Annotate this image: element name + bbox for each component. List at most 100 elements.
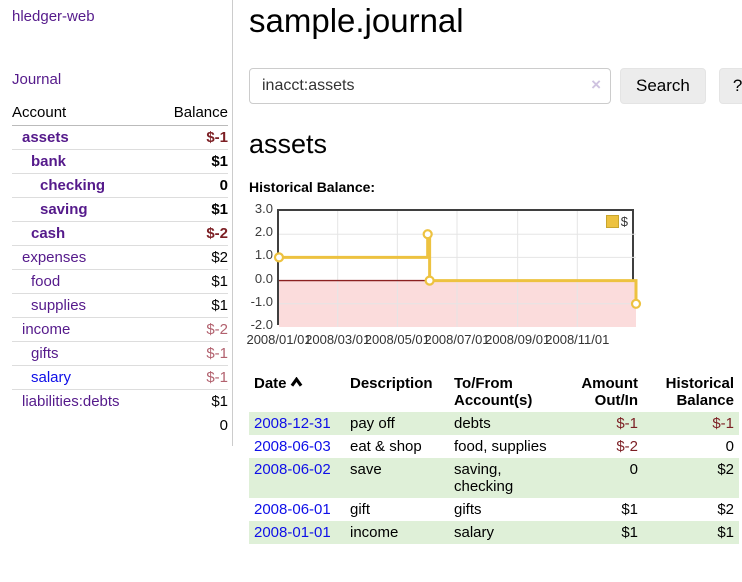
transaction-accounts: saving, checking	[454, 461, 514, 495]
sidebar: hledger-web Journal Account Balance asse…	[0, 0, 233, 446]
accounts-body: assets $-1 bank $1 checking 0 saving $1 cash $-2 e…	[12, 126, 228, 413]
account-balance: $1	[155, 197, 228, 222]
sidebar-item-journal[interactable]: Journal	[12, 71, 62, 88]
search-form: × Search ?	[249, 68, 742, 104]
transaction-accounts: gifts	[454, 501, 482, 518]
account-balance: $1	[155, 293, 228, 318]
x-axis-tick-label: 2008/05/01	[364, 332, 430, 347]
table-row: 2008-01-01 income salary $1 $1	[249, 521, 739, 544]
account-link[interactable]: salary	[31, 369, 72, 386]
column-header-amount: Amount Out/In	[581, 375, 638, 409]
accounts-table: Account Balance assets $-1 bank $1 checking 0…	[12, 101, 228, 438]
x-axis-tick-label: 2008/09/01	[485, 332, 551, 347]
transaction-accounts: debts	[454, 415, 491, 432]
y-axis-tick-label: -2.0	[250, 317, 273, 332]
account-balance: $-2	[155, 317, 228, 342]
account-row: food $1	[12, 269, 228, 294]
clear-search-icon[interactable]: ×	[591, 75, 601, 94]
account-link[interactable]: saving	[40, 201, 88, 218]
account-balance: $-1	[155, 341, 228, 366]
account-row: saving $1	[12, 197, 228, 222]
account-row: cash $-2	[12, 221, 228, 246]
account-link[interactable]: supplies	[31, 297, 87, 314]
legend-swatch	[605, 215, 619, 228]
accounts-total-value: 0	[219, 417, 228, 434]
accounts-header-row: Account Balance	[12, 101, 228, 126]
account-balance: $1	[155, 149, 228, 174]
account-link[interactable]: expenses	[22, 249, 87, 266]
transaction-date-link[interactable]: 2008-06-03	[249, 435, 345, 458]
transaction-date-link[interactable]: 2008-12-31	[249, 412, 345, 435]
account-link[interactable]: bank	[31, 153, 67, 170]
transaction-amount: $1	[621, 524, 638, 541]
transaction-accounts: food, supplies	[454, 438, 547, 455]
search-box: ×	[249, 68, 611, 104]
table-row: 2008-06-03 eat & shop food, supplies $-2 0	[249, 435, 739, 458]
account-balance: $1	[155, 269, 228, 294]
account-link[interactable]: gifts	[31, 345, 59, 362]
y-axis-tick-label: 2.0	[254, 224, 273, 240]
transaction-amount: $1	[621, 501, 638, 518]
accounts-header-account: Account	[12, 101, 156, 126]
chart-series-svg	[273, 211, 642, 327]
account-link[interactable]: cash	[31, 225, 66, 242]
column-header-date-label: Date	[254, 375, 287, 392]
chart-legend: $	[604, 214, 629, 229]
transaction-amount: 0	[629, 461, 638, 478]
column-header-date[interactable]: Date	[249, 373, 345, 412]
transaction-balance: $-1	[712, 415, 734, 432]
help-button[interactable]: ?	[718, 68, 742, 104]
account-balance: 0	[155, 173, 228, 198]
historical-balance-chart: $ 3.0 2.0 1.0 0.0 -1.0 -2.0 2008/01/01 2008/03/…	[246, 201, 669, 347]
account-row: liabilities:debts $1	[12, 389, 228, 413]
account-link[interactable]: checking	[40, 177, 106, 194]
table-row: 2008-12-31 pay off debts $-1 $-1	[249, 412, 739, 435]
legend-label: $	[620, 214, 628, 229]
transaction-date-link[interactable]: 2008-06-02	[249, 458, 345, 498]
search-button[interactable]: Search	[620, 68, 706, 104]
account-link[interactable]: liabilities:debts	[22, 393, 120, 410]
register-body: 2008-12-31 pay off debts $-1 $-1 2008-06-03 ea…	[249, 412, 739, 544]
transaction-date-link[interactable]: 2008-01-01	[254, 524, 331, 541]
search-input[interactable]	[249, 68, 611, 104]
x-axis-tick-label: 2008/07/01	[424, 332, 490, 347]
transaction-description: save	[350, 461, 382, 478]
account-row: supplies $1	[12, 293, 228, 318]
app-brand-link[interactable]: hledger-web	[12, 8, 95, 25]
chart-title: Historical Balance:	[249, 179, 376, 195]
transaction-date-link[interactable]: 2008-06-03	[254, 438, 331, 455]
transaction-date-link[interactable]: 2008-06-01	[254, 501, 331, 518]
transaction-description: income	[350, 524, 399, 541]
main-content: sample.journal × Search ? assets Histori…	[233, 0, 742, 564]
account-link[interactable]: food	[31, 273, 61, 290]
account-row: salary $-1	[12, 365, 228, 390]
transaction-balance: $2	[717, 501, 734, 518]
y-axis-tick-label: 3.0	[254, 201, 273, 216]
transaction-date-link[interactable]: 2008-01-01	[249, 521, 345, 544]
transaction-date-link[interactable]: 2008-06-01	[249, 498, 345, 521]
account-balance: $-2	[155, 221, 228, 246]
account-balance: $-1	[206, 129, 228, 146]
account-row: expenses $2	[12, 245, 228, 270]
account-row: assets $-1	[12, 126, 228, 150]
account-link[interactable]: income	[22, 321, 71, 338]
account-title: assets	[249, 129, 328, 159]
chart-plot-area: $	[273, 209, 642, 327]
column-header-description: Description	[350, 375, 433, 392]
column-header-accounts: To/From Account(s)	[454, 375, 533, 409]
transaction-accounts: salary	[454, 524, 495, 541]
account-link[interactable]: assets	[22, 129, 69, 146]
account-balance: $2	[155, 245, 228, 270]
x-axis-tick-label: 2008/03/01	[305, 332, 371, 347]
y-axis-tick-label: -1.0	[250, 293, 273, 309]
y-axis-tick-label: 1.0	[254, 247, 273, 263]
transaction-date-link[interactable]: 2008-06-02	[254, 461, 331, 478]
account-row: income $-2	[12, 317, 228, 342]
transaction-date-link[interactable]: 2008-12-31	[254, 415, 331, 432]
x-axis-tick-label: 2008/01/01	[246, 332, 312, 347]
transaction-balance: $2	[717, 461, 734, 478]
sort-ascending-icon	[290, 375, 303, 392]
transaction-balance: 0	[725, 438, 734, 455]
accounts-header-balance: Balance	[155, 101, 228, 126]
transaction-description: pay off	[350, 415, 395, 432]
